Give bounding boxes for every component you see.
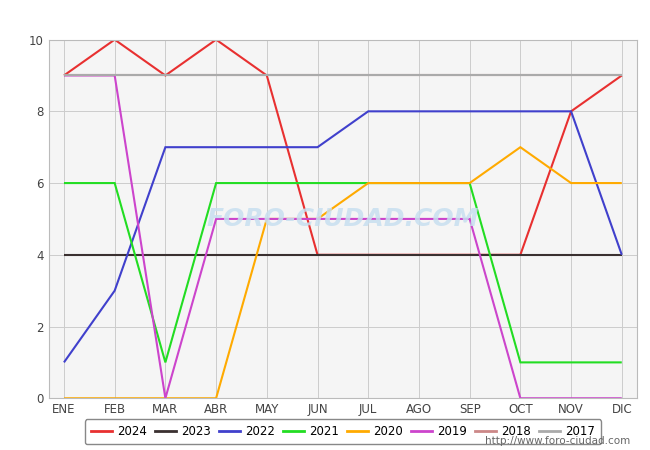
Text: Afiliados en San Salvador a 30/11/2024: Afiliados en San Salvador a 30/11/2024 bbox=[162, 11, 488, 29]
Legend: 2024, 2023, 2022, 2021, 2020, 2019, 2018, 2017: 2024, 2023, 2022, 2021, 2020, 2019, 2018… bbox=[85, 419, 601, 444]
Text: FORO-CIUDAD.COM: FORO-CIUDAD.COM bbox=[207, 207, 479, 231]
Text: http://www.foro-ciudad.com: http://www.foro-ciudad.com bbox=[486, 436, 630, 446]
